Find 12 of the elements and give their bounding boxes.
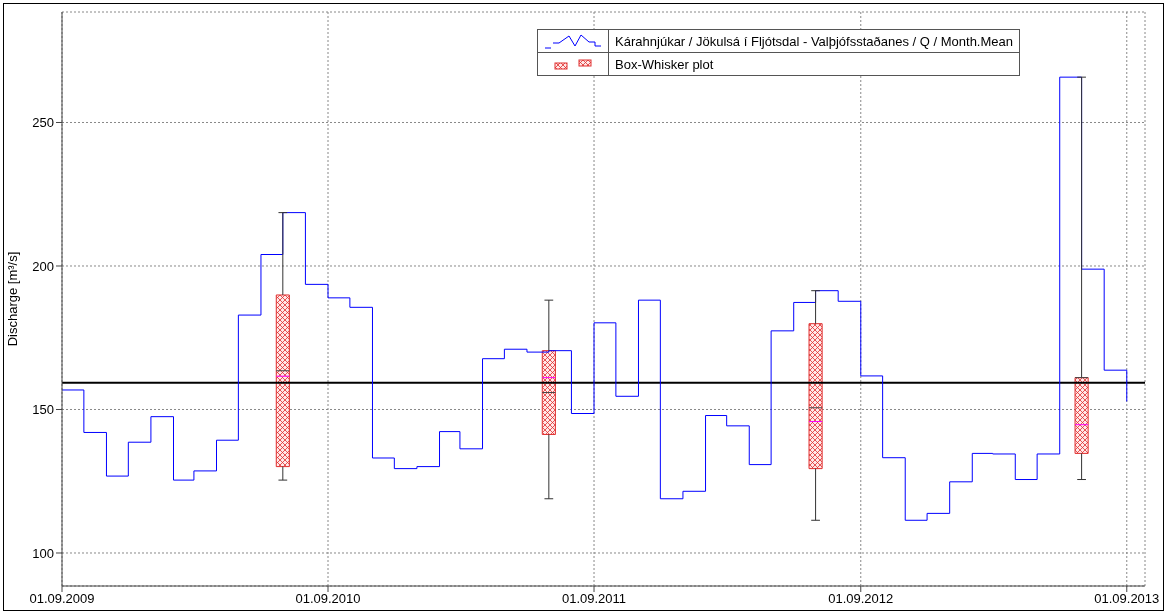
x-tick-label: 01.09.2013 xyxy=(1094,591,1160,607)
x-tick-label: 01.09.2012 xyxy=(828,591,894,607)
x-tick-label: 01.09.2011 xyxy=(561,591,627,607)
legend-label: Box-Whisker plot xyxy=(614,56,715,72)
y-axis-title: Discharge [m³/s] xyxy=(4,251,20,347)
y-tick-label: 100 xyxy=(32,545,54,561)
text: Kárahnjúkar / Jökulsá í Fljótsdal - Valþjófsstaðanes / Q / Month.Mean xyxy=(615,33,1013,49)
x-tick-label: 01.09.2010 xyxy=(295,591,361,607)
y-tick-label: 250 xyxy=(32,115,54,131)
x-tick-label: 01.09.2009 xyxy=(29,591,95,607)
y-tick-label: 200 xyxy=(32,258,54,274)
y-tick-label: 150 xyxy=(32,402,54,418)
